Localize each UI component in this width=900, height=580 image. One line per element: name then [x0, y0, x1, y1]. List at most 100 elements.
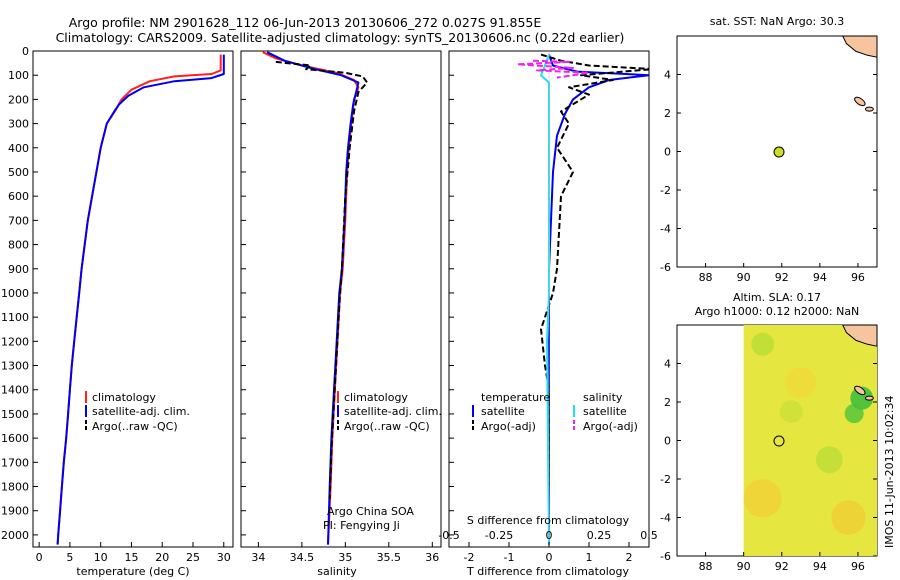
legend-argo-label: Argo(..raw -QC): [344, 420, 430, 433]
legend-satellite-label: satellite-adj. clim.: [92, 405, 190, 418]
s-difference-axis-label: S difference from climatology: [467, 514, 630, 527]
temperature-series: [56, 54, 225, 545]
depth-tick-label: 1400: [1, 384, 29, 397]
sla-map: 88 90 92 94 96 -6 -4 -2 0 2 4: [660, 324, 878, 573]
x-tick-label: 90: [737, 560, 751, 573]
series-line-satellite-adj-clim-: [56, 54, 225, 545]
island: [854, 96, 866, 107]
s-difference-tick-labels: -0.5 -0.25 0 0.25 0.5: [438, 529, 657, 542]
depth-tick-label: 1200: [1, 335, 29, 348]
x-tick-label: 25: [186, 551, 200, 564]
sla-anomaly-patch: [844, 403, 864, 424]
series-line-t-argo-adj-: [540, 53, 649, 487]
s-tick-label: 0: [546, 529, 553, 542]
depth-axis: 0 100 200 300 400 500 600 700 800 900 1000 1100 1200…: [1, 45, 454, 542]
depth-tick-label: 200: [8, 93, 29, 106]
x-tick-label: 0: [546, 551, 553, 564]
series-line-climatology: [262, 51, 360, 545]
sla-anomaly-patch: [779, 400, 803, 424]
y-tick-label: 2: [664, 107, 671, 120]
depth-tick-label: 1100: [1, 311, 29, 324]
y-tick-label: 0: [664, 435, 671, 448]
y-tick-label: 4: [664, 69, 671, 82]
legend-climatology-label: climatology: [344, 391, 408, 404]
island: [864, 106, 874, 112]
legend-argo-label: Argo(..raw -QC): [92, 420, 178, 433]
depth-tick-label: 400: [8, 142, 29, 155]
depth-tick-label: 2000: [1, 529, 29, 542]
depth-tick-label: 100: [8, 69, 29, 82]
sla-anomaly-patch: [850, 386, 874, 410]
island: [854, 385, 866, 396]
s-tick-label: 0.5: [640, 529, 658, 542]
legend-satellite-label: satellite-adj. clim.: [344, 405, 442, 418]
sst-map-title: sat. SST: NaN Argo: 30.3: [710, 15, 844, 28]
legend-climatology-label: climatology: [92, 391, 156, 404]
data-source-annotation: Argo China SOA: [327, 505, 414, 518]
depth-tick-label: 1300: [1, 360, 29, 373]
x-tick-label: 10: [94, 551, 108, 564]
x-tick-label: 96: [851, 271, 865, 284]
salinity-x-label: salinity: [317, 565, 357, 578]
x-tick-label: 30: [217, 551, 231, 564]
legend-header-temperature: temperature: [481, 391, 550, 404]
series-line-s-argo-adj-: [516, 59, 590, 79]
header-line-1: Argo profile: NM 2901628_112 06-Jun-2013…: [69, 15, 542, 30]
depth-tick-label: 500: [8, 166, 29, 179]
y-tick-label: -4: [660, 223, 671, 236]
x-tick-label: 20: [155, 551, 169, 564]
temperature-x-axis: 0 5 10 15 20 25 30: [36, 542, 231, 564]
difference-x-axis: -2 -1 0 1 2: [464, 542, 633, 564]
sla-anomaly-patch: [751, 332, 775, 356]
series-line-satellite-adj-clim-: [266, 51, 360, 545]
depth-tick-label: 1900: [1, 505, 29, 518]
y-tick-label: 2: [664, 396, 671, 409]
depth-tick-label: 700: [8, 214, 29, 227]
x-tick-label: 34: [251, 551, 265, 564]
salinity-panel-frame: [240, 50, 442, 548]
y-tick-label: 4: [664, 358, 671, 371]
series-line-t-satellite: [548, 54, 649, 545]
x-tick-label: 35: [338, 551, 352, 564]
x-tick-label: 88: [699, 271, 713, 284]
land-sumatra: [841, 35, 878, 58]
x-tick-label: 88: [699, 560, 713, 573]
depth-tick-label: 800: [8, 239, 29, 252]
depth-tick-label: 600: [8, 190, 29, 203]
x-tick-label: 2: [626, 551, 633, 564]
x-tick-label: 92: [775, 560, 789, 573]
sla-anomaly-patch: [816, 446, 843, 474]
sla-anomaly-patch: [831, 500, 866, 535]
x-tick-label: 90: [737, 271, 751, 284]
x-tick-label: 92: [775, 271, 789, 284]
y-tick-label: -2: [660, 184, 671, 197]
x-tick-label: 35.5: [377, 551, 402, 564]
legend-t-argo-label: Argo(-adj): [481, 420, 536, 433]
header-line-2: Climatology: CARS2009. Satellite-adjuste…: [56, 30, 625, 45]
x-tick-label: 36: [425, 551, 439, 564]
argo-position-marker: [773, 435, 785, 447]
x-tick-label: 34.5: [290, 551, 315, 564]
depth-tick-label: 1500: [1, 408, 29, 421]
s-tick-label: -0.25: [485, 529, 513, 542]
depth-tick-label: 1800: [1, 481, 29, 494]
sla-map-title-1: Altim. SLA: 0.17: [733, 291, 821, 304]
salinity-x-axis: 34 34.5 35 35.5 36: [251, 542, 439, 564]
x-tick-label: -2: [464, 551, 475, 564]
side-timestamp: IMOS 11-Jun-2013 10:02:34: [883, 395, 896, 548]
y-tick-label: 0: [664, 146, 671, 159]
depth-tick-label: 0: [22, 45, 29, 58]
s-tick-label: 0.25: [587, 529, 612, 542]
temperature-x-label: temperature (deg C): [76, 565, 189, 578]
x-tick-label: 96: [851, 560, 865, 573]
x-tick-label: 94: [813, 560, 827, 573]
x-tick-label: -1: [504, 551, 515, 564]
legend-s-argo-label: Argo(-adj): [583, 420, 638, 433]
sst-map: 88 90 92 94 96 -6 -4 -2 0 2 4: [660, 35, 878, 284]
land-sumatra: [841, 324, 878, 347]
difference-series: [516, 51, 649, 547]
series-line-s-satellite: [540, 54, 550, 545]
sla-anomaly-patch: [785, 367, 817, 399]
difference-legend: temperature salinity satellite Argo(-adj…: [472, 391, 638, 433]
